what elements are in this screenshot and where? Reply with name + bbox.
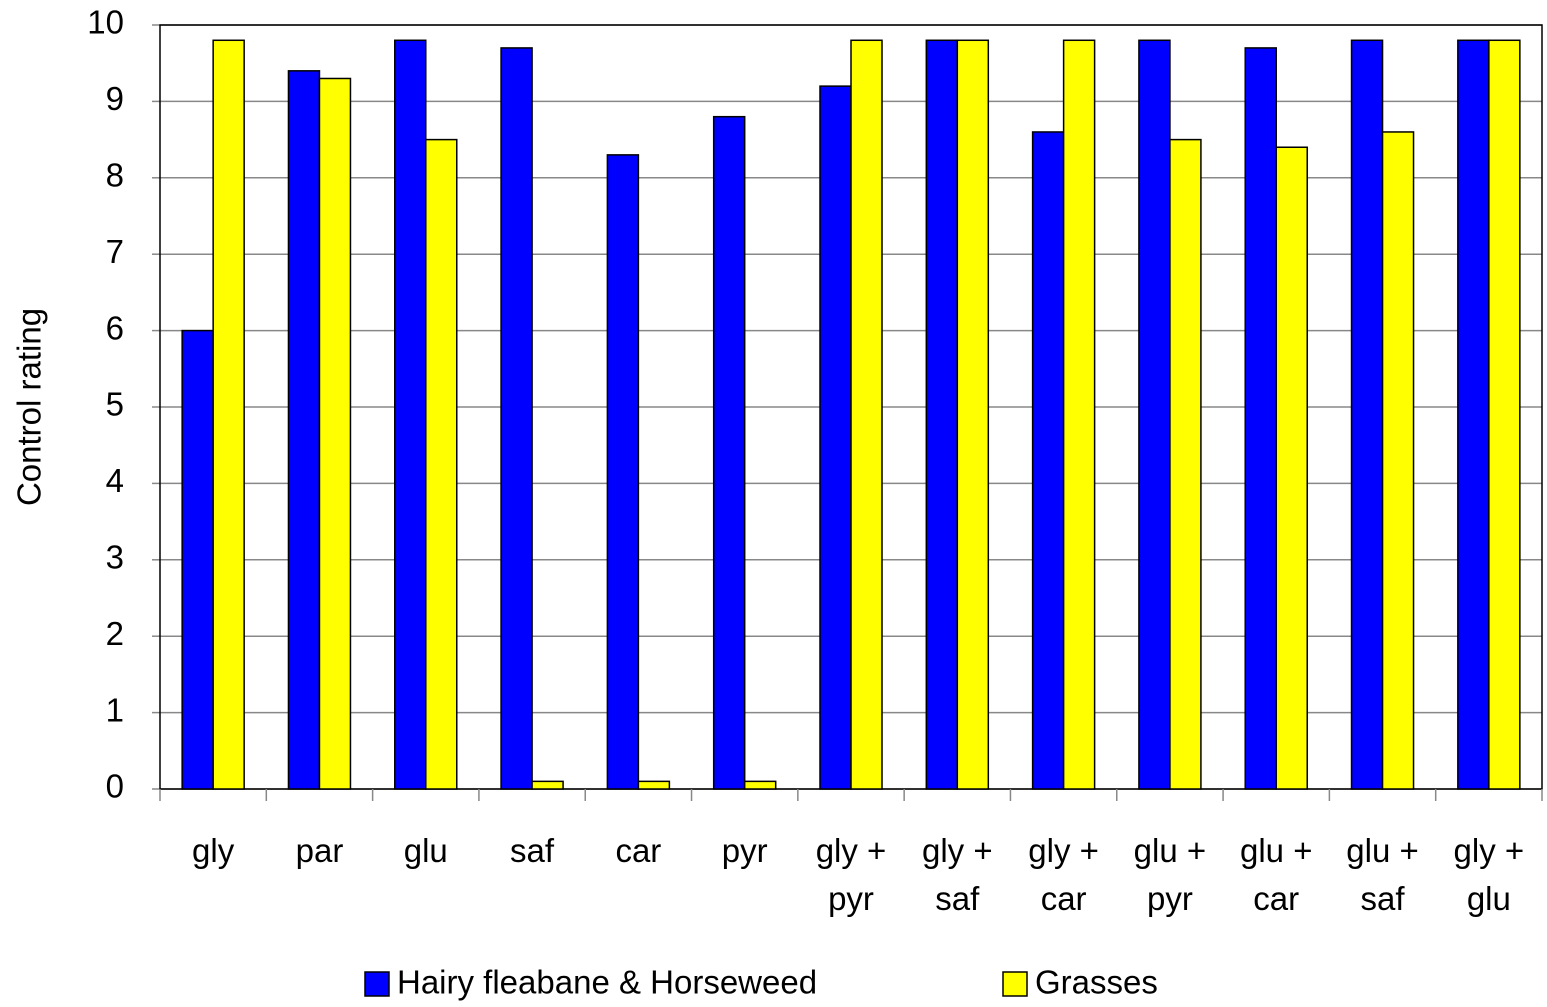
- y-tick-label: 7: [106, 233, 124, 270]
- bar: [318, 77, 352, 790]
- x-tick-label: saf: [510, 832, 555, 869]
- y-tick-label: 0: [106, 768, 124, 805]
- x-tick-label: glu: [404, 832, 448, 869]
- bar: [819, 85, 852, 790]
- y-tick-label: 8: [106, 157, 124, 194]
- bar: [1169, 138, 1202, 790]
- legend-label: Hairy fleabane & Horseweed: [397, 964, 817, 1001]
- bar: [1275, 146, 1308, 790]
- bar: [1457, 39, 1490, 790]
- bar: [1381, 131, 1415, 790]
- bar: [850, 39, 883, 790]
- bar: [212, 39, 245, 790]
- x-tick-label: gly: [192, 832, 235, 869]
- bar: [1350, 39, 1384, 790]
- y-tick-label: 3: [106, 539, 124, 576]
- bar: [1138, 39, 1171, 790]
- legend-swatch: [1002, 971, 1028, 997]
- y-tick-label: 6: [106, 309, 124, 346]
- bar: [925, 39, 959, 790]
- y-axis-label: Control rating: [11, 308, 48, 506]
- y-tick-label: 2: [106, 615, 124, 652]
- x-tick-label: pyr: [722, 832, 768, 869]
- legend-swatch: [364, 971, 390, 997]
- bar: [181, 329, 214, 790]
- x-tick-label: glu + pyr: [1134, 832, 1206, 917]
- y-tick-label: 1: [106, 691, 124, 728]
- bar: [712, 115, 746, 790]
- x-tick-label: gly + saf: [922, 832, 993, 917]
- x-tick-label: gly + pyr: [816, 832, 887, 917]
- x-tick-label: gly + car: [1028, 832, 1099, 917]
- bar: [1062, 39, 1096, 790]
- x-tick-label: car: [615, 832, 661, 869]
- bar: [743, 780, 777, 790]
- bar: [1488, 39, 1521, 790]
- bar: [394, 39, 427, 790]
- bar: [500, 47, 533, 790]
- y-tick-label: 9: [106, 80, 124, 117]
- x-tick-label: glu + car: [1240, 832, 1312, 917]
- bar: [1031, 131, 1065, 790]
- x-tick-label: par: [296, 832, 344, 869]
- bar: [956, 39, 990, 790]
- y-tick-label: 10: [87, 4, 124, 41]
- legend-label: Grasses: [1035, 964, 1158, 1001]
- bar: [425, 138, 458, 790]
- bar: [606, 154, 640, 790]
- y-tick-label: 4: [106, 462, 124, 499]
- x-tick-label: glu + saf: [1346, 832, 1418, 917]
- bar: [531, 780, 564, 790]
- bar: [637, 780, 671, 790]
- y-tick-label: 5: [106, 386, 124, 423]
- bar: [1244, 47, 1277, 790]
- x-tick-label: gly + glu: [1454, 832, 1525, 917]
- bar: [287, 70, 321, 790]
